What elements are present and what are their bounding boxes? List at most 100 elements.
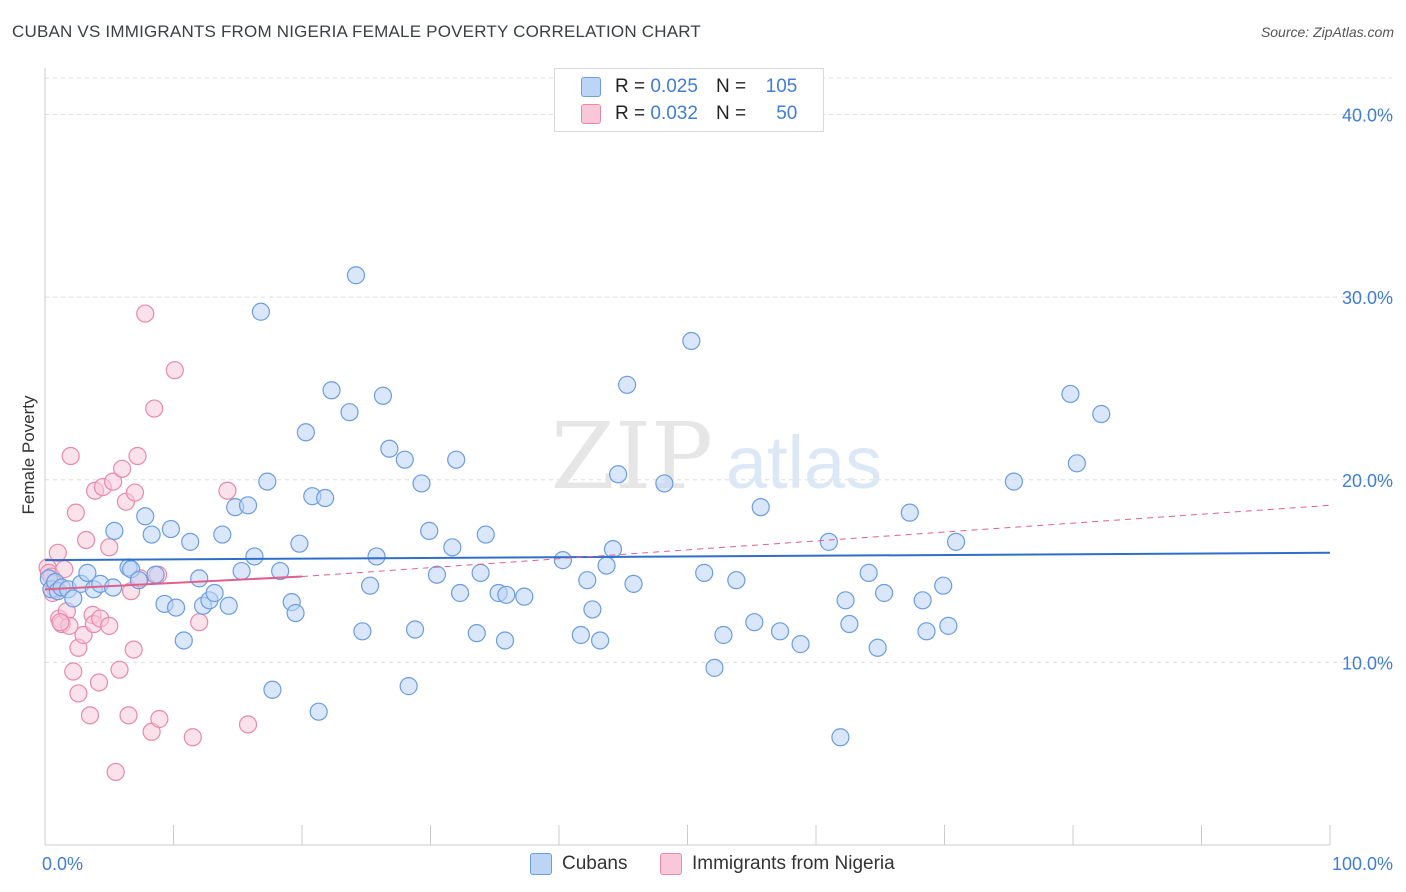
cubans-point bbox=[447, 450, 466, 469]
x-tick-label-min: 0.0% bbox=[42, 854, 83, 874]
cubans-point bbox=[831, 728, 850, 747]
y-tick-label: 40.0% bbox=[1342, 106, 1393, 126]
nigeria-point bbox=[125, 483, 145, 502]
cubans-point bbox=[553, 551, 572, 570]
nigeria-point bbox=[136, 304, 155, 323]
cubans-point bbox=[142, 525, 161, 544]
bottom-legend-nigeria: Immigrants from Nigeria bbox=[660, 852, 895, 876]
cubans-point bbox=[497, 585, 516, 604]
y-tick-label: 30.0% bbox=[1342, 288, 1393, 308]
nigeria-trend-extension bbox=[301, 504, 1331, 578]
cubans-point bbox=[322, 381, 341, 400]
watermark: ZIP atlas bbox=[551, 403, 882, 510]
nigeria-point bbox=[106, 762, 125, 782]
cubans-point bbox=[682, 331, 701, 351]
nigeria-point bbox=[110, 660, 129, 679]
nigeria-point bbox=[183, 728, 202, 747]
cubans-point bbox=[420, 521, 439, 540]
cubans-point bbox=[251, 302, 270, 321]
cubans-point bbox=[166, 598, 186, 617]
cubans-point bbox=[174, 631, 193, 650]
nigeria-point bbox=[112, 459, 132, 478]
y-tick-label: 20.0% bbox=[1342, 471, 1393, 491]
cubans-point bbox=[219, 596, 238, 615]
cubans-point bbox=[836, 591, 855, 610]
cubans-point bbox=[353, 622, 372, 641]
cubans-point bbox=[205, 583, 224, 603]
nigeria-point bbox=[128, 446, 147, 466]
r-value: 0.025 bbox=[650, 76, 698, 97]
cubans-point bbox=[146, 565, 165, 584]
cubans-point bbox=[727, 571, 746, 590]
cubans-point bbox=[859, 563, 878, 582]
nigeria-point bbox=[61, 446, 80, 466]
nigeria-trend-line bbox=[44, 575, 303, 591]
y-tick-label: 10.0% bbox=[1342, 653, 1393, 673]
cubans-point bbox=[946, 532, 966, 551]
cubans-point bbox=[443, 538, 462, 557]
cubans-point bbox=[1092, 404, 1111, 424]
cubans-point bbox=[819, 532, 838, 551]
cubans-point bbox=[875, 583, 894, 603]
cubans-point bbox=[939, 616, 958, 635]
legend-row-nigeria: R = 0.032 N = 50 bbox=[581, 102, 797, 126]
cubans-point bbox=[745, 613, 764, 632]
cubans-point bbox=[238, 496, 258, 515]
cubans-point bbox=[286, 603, 305, 623]
cubans-point bbox=[64, 589, 83, 608]
cubans-point bbox=[78, 563, 97, 582]
nigeria-swatch bbox=[581, 104, 601, 124]
cubans-point bbox=[232, 561, 251, 581]
cubans-point bbox=[105, 521, 124, 540]
nigeria-point bbox=[119, 706, 138, 725]
nigeria-point bbox=[66, 503, 85, 522]
nigeria-point bbox=[145, 399, 164, 418]
cubans-point bbox=[917, 622, 936, 641]
r-label: R = bbox=[615, 103, 646, 124]
cubans-point bbox=[1061, 384, 1080, 404]
cubans-point bbox=[380, 439, 399, 458]
cubans-point bbox=[290, 534, 309, 553]
cubans-point bbox=[296, 423, 315, 442]
cubans-point bbox=[412, 474, 431, 493]
nigeria-point bbox=[165, 361, 184, 380]
cubans-point bbox=[1004, 472, 1023, 491]
cubans-point bbox=[591, 631, 610, 650]
nigeria-point bbox=[89, 673, 109, 692]
cubans-point bbox=[900, 503, 919, 522]
source-note: Source: ZipAtlas.com bbox=[1260, 24, 1394, 40]
cubans-point bbox=[1067, 454, 1086, 473]
nigeria-point bbox=[77, 530, 96, 550]
nigeria-point bbox=[80, 706, 100, 725]
cubans-point bbox=[609, 465, 628, 484]
cubans-point bbox=[395, 450, 414, 469]
chart-title: CUBAN VS IMMIGRANTS FROM NIGERIA FEMALE … bbox=[12, 22, 702, 41]
cubans-point bbox=[770, 622, 790, 641]
nigeria-point bbox=[150, 709, 169, 729]
cubans-point bbox=[495, 631, 515, 650]
cubans-legend-label: Cubans bbox=[562, 853, 628, 874]
nigeria-point bbox=[51, 613, 70, 632]
trend-lines bbox=[44, 504, 1331, 591]
cubans-point bbox=[868, 638, 887, 657]
cubans-point bbox=[340, 403, 359, 422]
cubans-point bbox=[373, 386, 393, 405]
nigeria-point bbox=[238, 715, 258, 734]
cubans-point bbox=[913, 591, 932, 610]
cubans-point bbox=[583, 600, 602, 619]
cubans-point bbox=[476, 525, 495, 544]
n-label: N = bbox=[715, 76, 747, 97]
cubans-point bbox=[705, 658, 724, 677]
cubans-point bbox=[399, 677, 418, 696]
n-value: 50 bbox=[776, 103, 798, 124]
cubans-point bbox=[597, 556, 616, 575]
cubans-point bbox=[367, 547, 386, 566]
cubans-point bbox=[405, 620, 425, 639]
cubans-point bbox=[751, 498, 770, 517]
cubans-point bbox=[136, 507, 155, 526]
cubans-point bbox=[467, 624, 486, 643]
cubans-point bbox=[618, 375, 637, 394]
cubans-point bbox=[714, 625, 733, 645]
nigeria-point bbox=[124, 640, 143, 659]
